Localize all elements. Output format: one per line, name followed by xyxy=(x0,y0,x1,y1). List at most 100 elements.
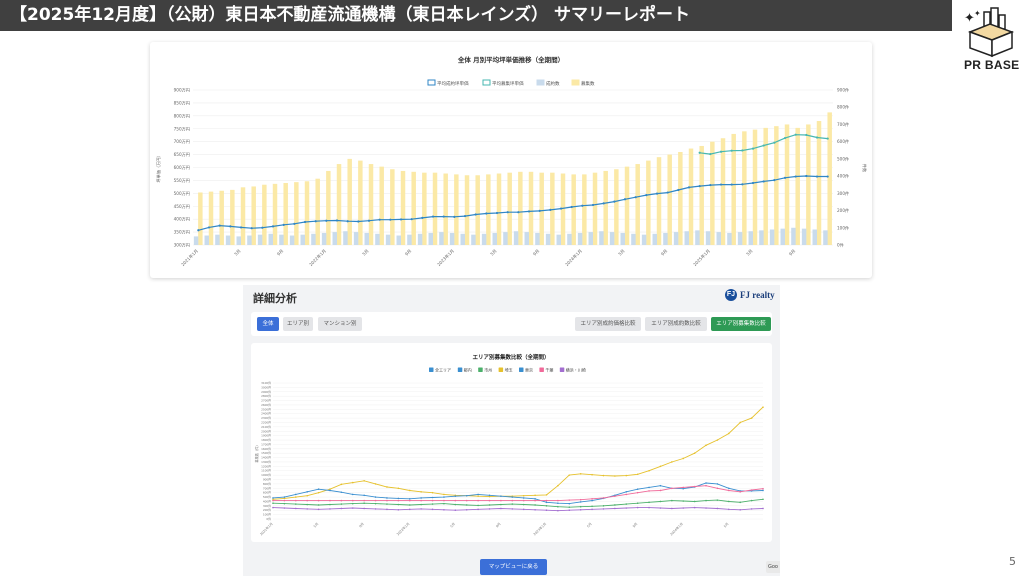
sold-price-point xyxy=(655,192,659,195)
sold-count-bar xyxy=(769,229,775,245)
sold-count-bar xyxy=(396,235,401,245)
series-point xyxy=(705,444,707,447)
listed-count-bar xyxy=(219,190,224,245)
listed-count-bar xyxy=(560,173,566,245)
sold-price-point xyxy=(357,220,360,223)
series-point xyxy=(488,508,491,510)
listed-count-bar xyxy=(742,131,747,245)
series-line xyxy=(273,485,764,502)
series-point xyxy=(602,508,605,510)
sold-count-bar xyxy=(599,231,604,245)
series-point xyxy=(693,485,696,488)
tab-overall[interactable]: 全体 xyxy=(257,317,279,331)
listed-price-point xyxy=(826,137,829,140)
sold-price-point xyxy=(698,185,701,188)
series-point xyxy=(625,507,628,509)
sold-price-point xyxy=(623,198,627,201)
legend-label: 都内 xyxy=(464,367,472,373)
series-point xyxy=(671,507,673,510)
sold-count-bar xyxy=(332,232,337,245)
series-point xyxy=(431,496,434,499)
detail-analysis-panel: 詳細分析 FJ FJ realty 全体 エリア別 マンション別 エリア別成約価… xyxy=(243,285,780,576)
sold-price-point xyxy=(762,180,765,183)
sold-price-line xyxy=(198,175,828,231)
series-point xyxy=(306,491,308,493)
area-listing-chart-card: エリア別募集数比較（全期間） 全エリア 都内 市州 埼玉 東京 千葉 横浜・川崎 0件 100件 2… xyxy=(251,343,772,542)
series-point xyxy=(397,497,400,500)
listed-count-bar xyxy=(784,124,790,245)
sold-price-point xyxy=(453,215,456,218)
sold-count-bar xyxy=(684,231,689,245)
series-point xyxy=(614,475,616,477)
sold-count-bar xyxy=(695,230,700,245)
page-number: 5 xyxy=(1009,555,1016,568)
sold-count-bar xyxy=(503,232,508,245)
series-point xyxy=(728,487,730,490)
sold-price-point xyxy=(303,220,307,224)
series-point xyxy=(614,504,616,506)
sold-count-bar xyxy=(289,235,295,245)
series-point xyxy=(693,452,696,454)
listed-count-bar xyxy=(731,133,736,245)
series-point xyxy=(374,483,377,485)
listed-count-bar xyxy=(272,183,278,245)
y-tick-label: 2200件 xyxy=(261,420,271,424)
sold-price-point xyxy=(527,210,531,213)
series-point xyxy=(568,499,571,501)
sold-price-point xyxy=(325,219,328,222)
series-point xyxy=(511,508,514,510)
sold-count-bar xyxy=(791,227,796,245)
sold-price-point xyxy=(645,194,648,197)
sold-count-bar xyxy=(492,232,497,245)
listed-count-bar xyxy=(347,158,352,245)
series-point xyxy=(340,499,343,502)
series-point xyxy=(693,500,696,503)
sold-price-point xyxy=(687,186,691,189)
x-tick-label: 2024年1月 xyxy=(669,521,684,536)
listed-price-point xyxy=(730,149,733,152)
series-point xyxy=(340,503,343,505)
legend-label: 市州 xyxy=(484,367,492,373)
series-point xyxy=(329,508,331,510)
listed-count-bar xyxy=(624,166,630,245)
corner-button[interactable]: Goo xyxy=(766,561,780,573)
series-point xyxy=(602,497,605,499)
y-tick-label: 900件 xyxy=(263,478,271,482)
tab-area-listed-count[interactable]: エリア別募集数比較 xyxy=(711,317,771,331)
series-point xyxy=(465,499,468,502)
y-tick-label: 1500件 xyxy=(261,451,271,455)
y2-tick-label: 900件 xyxy=(837,87,849,94)
sold-price-point xyxy=(549,208,552,211)
series-point xyxy=(408,504,411,506)
series-point xyxy=(591,473,593,476)
tab-by-area[interactable]: エリア別 xyxy=(283,317,313,331)
price-trend-chart-card: 全体 月別平均坪単価推移（全期間） 平均成約坪単価 平均募集坪単価 成約数 募集数 300… xyxy=(150,42,872,278)
y-tick-label: 2100件 xyxy=(261,425,271,429)
y-tick-label: 650万円 xyxy=(174,152,190,158)
tab-area-sold-price[interactable]: エリア別成約価格比較 xyxy=(575,317,641,331)
series-point xyxy=(750,508,753,510)
series-point xyxy=(443,508,445,511)
tab-by-mansion[interactable]: マンション別 xyxy=(318,317,362,331)
y-tick-label: 1700件 xyxy=(261,442,271,446)
series-point xyxy=(568,506,571,508)
series-line xyxy=(272,406,764,500)
x-tick-label: 9月 xyxy=(660,248,669,257)
series-point xyxy=(648,469,650,472)
series-point xyxy=(728,489,730,492)
legend-label: 平均募集坪単価 xyxy=(492,80,524,87)
sold-count-bar xyxy=(311,233,316,245)
y2-tick-label: 500件 xyxy=(837,155,849,162)
legend-checkbox xyxy=(429,367,434,372)
sold-count-bar xyxy=(567,233,572,245)
tab-area-sold-count[interactable]: エリア別成約数比較 xyxy=(645,317,707,331)
series-point xyxy=(522,494,525,497)
sold-count-bar xyxy=(652,233,657,245)
x-tick-label: 9月 xyxy=(495,522,502,529)
back-to-map-button[interactable]: マップビューに戻る xyxy=(480,559,547,575)
listed-count-bar xyxy=(411,171,416,245)
sold-price-point xyxy=(709,183,712,187)
series-point xyxy=(511,499,514,502)
sold-price-point xyxy=(421,216,424,219)
